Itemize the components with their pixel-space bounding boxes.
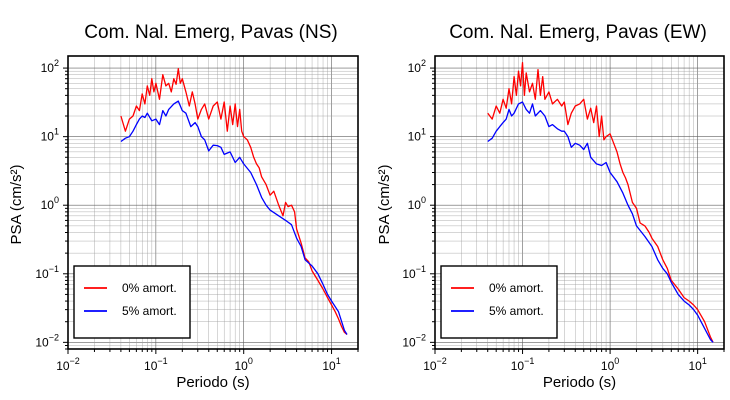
y-tick-label: 102 — [408, 58, 426, 75]
y-tick-label: 101 — [41, 127, 59, 144]
y-axis-title: PSA (cm/s²) — [376, 164, 393, 244]
plot-frame — [434, 55, 725, 350]
y-tick-label: 101 — [408, 127, 426, 144]
series-line-damped — [487, 101, 714, 343]
x-tick-label: 100 — [601, 356, 619, 373]
x-tick-label: 101 — [322, 356, 340, 373]
legend-label: 0% amort. — [122, 281, 177, 295]
y-tick-label: 10−1 — [35, 264, 59, 281]
x-tick-label: 10−2 — [56, 356, 80, 373]
chart-title: Com. Nal. Emerg, Pavas (NS) — [84, 22, 337, 43]
series-line-undamped — [487, 61, 714, 343]
series-line-damped — [120, 100, 348, 335]
series-line-undamped — [120, 68, 348, 335]
y-tick-label: 10−1 — [402, 264, 426, 281]
legend-label: 5% amort. — [122, 304, 177, 318]
legend-label: 0% amort. — [489, 281, 544, 295]
x-axis-title: Periodo (s) — [543, 374, 616, 391]
chart-title: Com. Nal. Emerg, Pavas (EW) — [449, 22, 707, 43]
chart-panel-1: Com. Nal. Emerg, Pavas (NS) 10−2 10−1 100 10… — [8, 22, 359, 391]
x-tick-label: 101 — [688, 356, 706, 373]
x-tick-label: 10−1 — [144, 356, 168, 373]
legend-box — [73, 265, 191, 339]
legend: 0% amort. 5% amort. — [440, 265, 558, 339]
legend-label: 5% amort. — [489, 304, 544, 318]
y-tick-label: 10−2 — [35, 332, 59, 349]
legend: 0% amort. 5% amort. — [73, 265, 191, 339]
x-axis-title: Periodo (s) — [176, 374, 249, 391]
y-tick-label: 100 — [41, 195, 59, 212]
y-tick-label: 100 — [408, 195, 426, 212]
x-tick-label: 100 — [235, 356, 253, 373]
y-axis-title: PSA (cm/s²) — [8, 164, 25, 244]
plot-frame — [67, 55, 359, 350]
y-tick-label: 10−2 — [402, 332, 426, 349]
legend-box — [440, 265, 558, 339]
x-tick-label: 10−2 — [423, 356, 447, 373]
x-tick-label: 10−1 — [511, 356, 535, 373]
chart-panel-2: Com. Nal. Emerg, Pavas (EW) 10−2 10−1 100 10… — [376, 22, 725, 391]
y-tick-label: 102 — [41, 58, 59, 75]
